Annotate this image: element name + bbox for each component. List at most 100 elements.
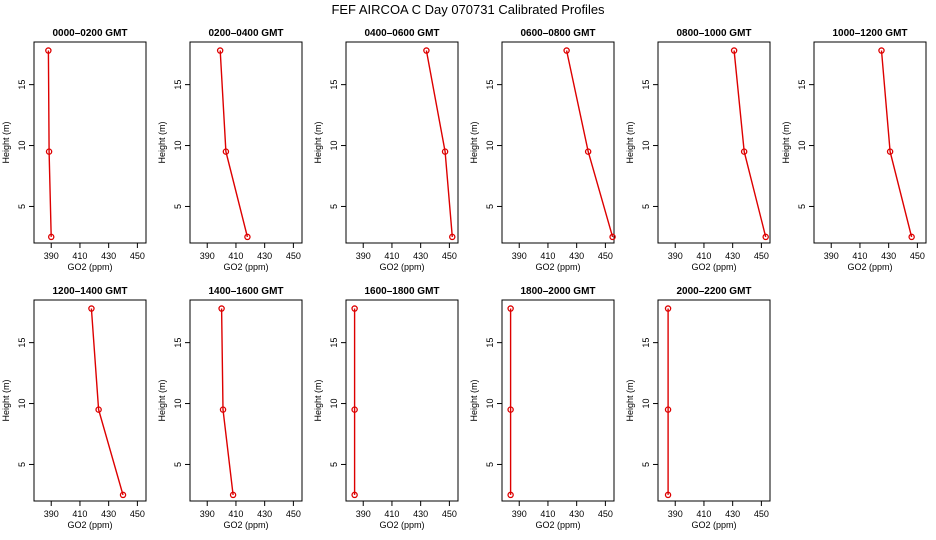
x-axis-label: GO2 (ppm) xyxy=(535,520,580,530)
x-tick-label: 390 xyxy=(44,509,59,519)
y-tick-label: 5 xyxy=(173,462,183,467)
x-tick-label: 390 xyxy=(200,509,215,519)
y-tick-label: 10 xyxy=(485,399,495,409)
x-axis-label: GO2 (ppm) xyxy=(379,262,424,272)
data-point xyxy=(45,47,52,54)
profile-line xyxy=(733,50,767,238)
y-axis-label: Height (m) xyxy=(313,379,323,421)
x-tick-label: 450 xyxy=(754,251,769,261)
data-point xyxy=(908,233,915,241)
panel-title: 0800–1000 GMT xyxy=(676,28,751,39)
data-point xyxy=(219,406,227,413)
profile-line xyxy=(47,50,52,237)
y-tick-label: 10 xyxy=(641,399,651,409)
y-axis-label: Height (m) xyxy=(1,379,11,421)
panel-title: 0600–0800 GMT xyxy=(520,28,595,39)
x-tick-label: 450 xyxy=(910,251,925,261)
panel: 1600–1800 GMT 390 410 430 450 5 10 15 GO2 (ppm) H… xyxy=(313,286,459,530)
plot-frame xyxy=(345,41,459,244)
data-point xyxy=(507,406,514,413)
x-tick-label: 410 xyxy=(72,251,87,261)
y-tick-label: 5 xyxy=(17,204,27,209)
panel-title: 0000–0200 GMT xyxy=(52,28,127,39)
y-tick-label: 5 xyxy=(485,462,495,467)
panel: 0200–0400 GMT 390 410 430 450 5 10 15 GO2 (ppm) H… xyxy=(157,28,303,272)
plot-frame xyxy=(345,299,459,502)
y-tick-label: 15 xyxy=(173,338,183,348)
x-axis-label: GO2 (ppm) xyxy=(847,262,892,272)
x-tick-label: 450 xyxy=(598,509,613,519)
data-point xyxy=(229,491,237,499)
panel-title: 1000–1200 GMT xyxy=(832,28,907,39)
plot-frame xyxy=(189,299,303,502)
profile-line xyxy=(425,50,453,237)
y-tick-label: 10 xyxy=(329,141,339,151)
x-tick-label: 450 xyxy=(130,251,145,261)
y-tick-label: 15 xyxy=(485,80,495,90)
profile-line xyxy=(880,50,913,238)
data-point xyxy=(423,47,430,54)
x-tick-label: 430 xyxy=(569,509,584,519)
panel-title: 0400–0600 GMT xyxy=(364,28,439,39)
data-point xyxy=(740,148,748,155)
y-axis-label: Height (m) xyxy=(625,379,635,421)
plot-frame xyxy=(657,299,771,502)
x-tick-label: 410 xyxy=(384,251,399,261)
data-point xyxy=(441,148,449,155)
panel-title: 0200–0400 GMT xyxy=(208,28,283,39)
panel: 1800–2000 GMT 390 410 430 450 5 10 15 GO2 (ppm) H… xyxy=(469,286,615,530)
data-point xyxy=(584,148,592,155)
y-tick-label: 5 xyxy=(329,462,339,467)
x-axis-label: GO2 (ppm) xyxy=(67,520,112,530)
x-tick-label: 450 xyxy=(442,251,457,261)
x-tick-label: 410 xyxy=(852,251,867,261)
y-axis-label: Height (m) xyxy=(157,379,167,421)
x-tick-label: 390 xyxy=(200,251,215,261)
x-tick-label: 430 xyxy=(257,251,272,261)
profile-line xyxy=(565,50,614,238)
x-tick-label: 450 xyxy=(286,509,301,519)
x-tick-label: 390 xyxy=(356,251,371,261)
x-tick-label: 390 xyxy=(512,509,527,519)
x-tick-label: 450 xyxy=(754,509,769,519)
data-point xyxy=(664,406,672,413)
y-tick-label: 10 xyxy=(329,399,339,409)
data-point xyxy=(351,305,358,312)
plot-frame xyxy=(657,41,771,244)
x-tick-label: 390 xyxy=(668,509,683,519)
x-tick-label: 450 xyxy=(130,509,145,519)
y-tick-label: 15 xyxy=(641,80,651,90)
x-tick-label: 430 xyxy=(257,509,272,519)
y-tick-label: 10 xyxy=(173,141,183,151)
x-axis-label: GO2 (ppm) xyxy=(223,262,268,272)
data-point xyxy=(119,491,127,499)
y-axis-label: Height (m) xyxy=(1,121,11,163)
data-point xyxy=(886,148,894,155)
y-tick-label: 10 xyxy=(641,141,651,151)
x-axis-label: GO2 (ppm) xyxy=(691,520,736,530)
x-tick-label: 390 xyxy=(668,251,683,261)
y-tick-label: 5 xyxy=(17,462,27,467)
y-tick-label: 5 xyxy=(641,204,651,209)
y-axis-label: Height (m) xyxy=(625,121,635,163)
panel-title: 2000–2200 GMT xyxy=(676,286,751,297)
plot-frame xyxy=(33,299,147,502)
profile-line xyxy=(219,50,249,238)
x-tick-label: 410 xyxy=(228,509,243,519)
y-tick-label: 15 xyxy=(329,338,339,348)
profile-line xyxy=(90,308,124,496)
panel: 0000–0200 GMT 390 410 430 450 5 10 15 GO2 (ppm) H… xyxy=(1,28,147,272)
x-axis-label: GO2 (ppm) xyxy=(223,520,268,530)
y-tick-label: 15 xyxy=(329,80,339,90)
x-tick-label: 430 xyxy=(881,251,896,261)
y-tick-label: 5 xyxy=(173,204,183,209)
data-point xyxy=(88,305,95,312)
panel: 0400–0600 GMT 390 410 430 450 5 10 15 GO2 (ppm) H… xyxy=(313,28,459,272)
plot-frame xyxy=(501,299,615,502)
data-point xyxy=(730,47,738,54)
panel-title: 1600–1800 GMT xyxy=(364,286,439,297)
data-point xyxy=(878,47,885,54)
profile-line xyxy=(220,308,234,495)
y-tick-label: 10 xyxy=(485,141,495,151)
x-tick-label: 410 xyxy=(540,509,555,519)
